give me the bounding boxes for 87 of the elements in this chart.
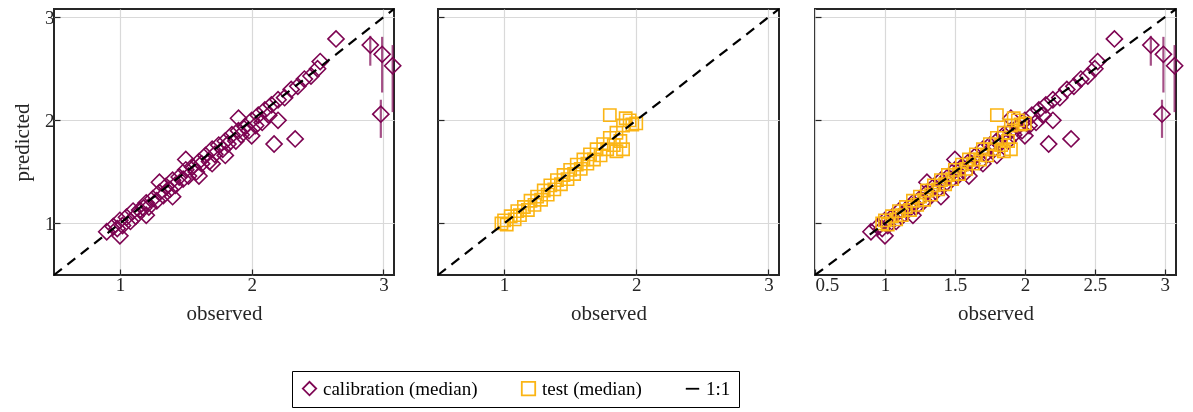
point — [543, 178, 558, 193]
x-axis-title: observed — [958, 300, 1035, 325]
point — [550, 173, 564, 188]
point — [510, 204, 525, 218]
point — [560, 172, 575, 187]
point — [503, 209, 518, 224]
point — [618, 111, 633, 126]
point — [520, 203, 535, 217]
point — [540, 187, 555, 202]
point — [593, 148, 608, 163]
point — [556, 168, 571, 182]
point — [569, 157, 584, 172]
legend-label: 1:1 — [706, 377, 731, 399]
point — [889, 212, 904, 227]
point — [1003, 118, 1018, 133]
y-axis-title: predicted — [10, 102, 34, 182]
y-tick-label: 1 — [45, 212, 55, 234]
point — [530, 189, 545, 204]
point — [973, 152, 988, 167]
point — [567, 167, 582, 181]
x-tick-label: 1 — [499, 273, 510, 295]
point — [959, 161, 974, 176]
point — [576, 152, 591, 167]
point — [1003, 142, 1018, 157]
point — [587, 152, 601, 167]
point — [952, 167, 967, 181]
x-tick-label: 2 — [632, 273, 642, 295]
x-tick-label: 2.5 — [1083, 273, 1108, 295]
point — [609, 144, 624, 159]
x-axis-title: observed — [186, 300, 263, 325]
point — [573, 161, 588, 176]
x-tick-label: 3 — [1160, 273, 1171, 295]
y-tick-label: 2 — [45, 109, 55, 131]
point — [1010, 113, 1025, 128]
point — [534, 192, 549, 207]
point — [1017, 116, 1032, 131]
point — [536, 183, 551, 198]
point — [616, 142, 630, 157]
point — [553, 177, 568, 192]
x-tick-label: 1 — [880, 273, 891, 295]
x-tick-label: 2 — [1020, 273, 1031, 295]
point — [966, 156, 981, 171]
point — [499, 217, 514, 232]
point — [596, 137, 611, 151]
point — [602, 130, 617, 145]
x-tick-label: 3 — [764, 273, 774, 295]
point — [523, 193, 538, 208]
point — [625, 117, 640, 132]
point — [527, 197, 542, 212]
point — [563, 162, 578, 177]
point — [910, 197, 925, 212]
point — [913, 189, 927, 204]
point — [1013, 117, 1028, 132]
point — [580, 156, 595, 171]
x-axis-title: observed — [571, 300, 648, 325]
point — [589, 142, 604, 157]
point — [513, 208, 527, 223]
x-tick-label: 3 — [379, 273, 389, 295]
point — [616, 118, 630, 133]
x-tick-label: 0.5 — [815, 273, 840, 295]
point — [1006, 111, 1021, 126]
point — [583, 147, 597, 162]
legend-label: calibration (median) — [323, 377, 478, 400]
x-tick-label: 2 — [247, 273, 257, 295]
point — [982, 137, 997, 151]
point — [920, 183, 934, 198]
point — [903, 203, 918, 217]
point — [622, 113, 637, 128]
point — [600, 142, 615, 157]
point — [989, 108, 1004, 123]
point — [602, 108, 617, 123]
point — [906, 193, 920, 208]
legend-label: test (median) — [542, 377, 642, 400]
point — [606, 138, 621, 153]
point — [629, 116, 644, 131]
point — [547, 182, 562, 197]
point — [961, 152, 976, 167]
x-tick-label: 1 — [115, 273, 126, 295]
point — [507, 212, 522, 227]
point — [938, 177, 953, 192]
point — [516, 200, 531, 214]
x-tick-label: 1.5 — [943, 273, 968, 295]
point — [609, 125, 624, 140]
point — [613, 134, 628, 148]
point — [996, 125, 1011, 140]
point — [980, 148, 995, 163]
point — [954, 157, 969, 172]
